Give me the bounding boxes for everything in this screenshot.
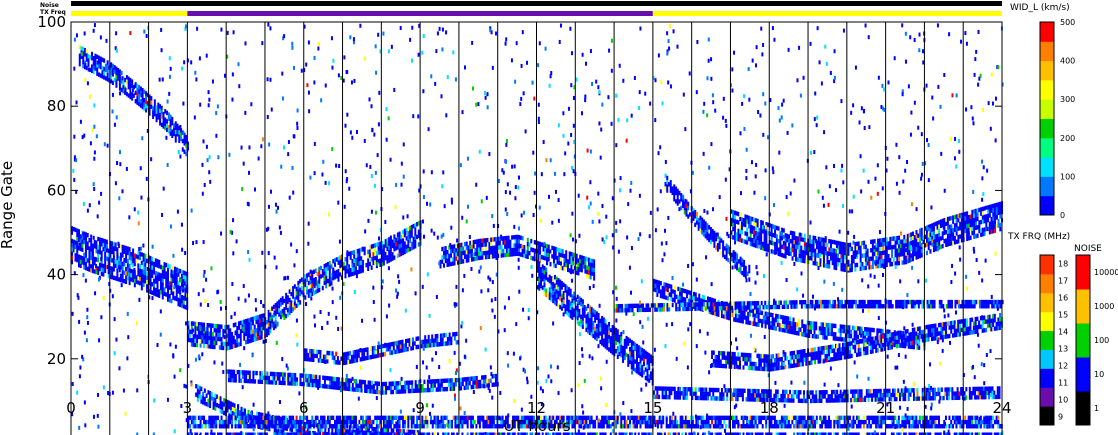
colorbar-swatch bbox=[1040, 22, 1054, 42]
txfreq-bar bbox=[71, 11, 1002, 16]
echo-band-14 bbox=[614, 299, 1004, 313]
y-axis-label: Range Gate bbox=[0, 161, 16, 249]
colorbar-swatch bbox=[1040, 157, 1054, 177]
colorbar-tick-label: 10 bbox=[1058, 396, 1068, 405]
colorbar-swatch bbox=[1040, 60, 1054, 81]
colorbar-tick-label: 13 bbox=[1058, 345, 1068, 354]
colorbar-tx-freq: TX FRQ (MHz) 9 10 11 12 13 14 15 16 17 18 bbox=[1007, 232, 1070, 426]
y-tick-label: 100 bbox=[37, 13, 66, 31]
colorbar-tick-label: 18 bbox=[1058, 260, 1068, 269]
colorbar-tick-label: 11 bbox=[1058, 379, 1068, 388]
colorbar-swatch bbox=[1076, 357, 1090, 392]
x-tick-label: 9 bbox=[415, 399, 425, 417]
echo-band-9 bbox=[187, 432, 1003, 435]
colorbar-tick-label: 16 bbox=[1058, 294, 1068, 303]
noise-bar-label: Noise bbox=[40, 2, 59, 9]
x-tick-label: 18 bbox=[760, 399, 779, 417]
echo-band-2 bbox=[187, 220, 422, 351]
x-tick-label: 6 bbox=[299, 399, 309, 417]
x-tick-label: 12 bbox=[527, 399, 546, 417]
scatter-speckle bbox=[71, 22, 1004, 435]
colorbar-frame bbox=[1039, 254, 1055, 426]
y-tick-label: 40 bbox=[47, 266, 66, 284]
colorbar-swatch bbox=[1040, 118, 1054, 139]
colorbar-swatch bbox=[1040, 406, 1054, 426]
colorbar-swatch bbox=[1040, 292, 1054, 313]
echo-band-15 bbox=[652, 386, 1001, 404]
plot-frame bbox=[70, 21, 1003, 435]
x-tick-label: 3 bbox=[183, 399, 193, 417]
colorbar-tick-label: 100 bbox=[1060, 172, 1075, 181]
colorbar-tick-label: 500 bbox=[1060, 18, 1075, 27]
colorbar-swatch bbox=[1040, 387, 1054, 407]
txfreq-segment-2 bbox=[652, 11, 1002, 16]
x-tick-label: 21 bbox=[876, 399, 895, 417]
colorbar-swatch bbox=[1076, 323, 1090, 358]
colorbar-swatch bbox=[1040, 273, 1054, 294]
echo-band-6 bbox=[439, 234, 596, 281]
colorbar-swatch bbox=[1076, 289, 1090, 324]
colorbar-tick-label: 17 bbox=[1058, 277, 1068, 286]
colorbar-velocity: WID_L (km/s) 0 100 200 300 400 500 bbox=[1010, 3, 1075, 220]
x-axis-ticks: 0 3 6 9 12 15 18 21 24 bbox=[66, 399, 1011, 417]
y-tick-label: 20 bbox=[47, 350, 66, 368]
x-tick-label: 24 bbox=[992, 399, 1011, 417]
colorbar-title: WID_L (km/s) bbox=[1010, 3, 1070, 13]
echo-band-7 bbox=[536, 259, 654, 386]
colorbar-swatch bbox=[1040, 41, 1054, 62]
colorbar-swatch bbox=[1040, 176, 1054, 197]
colorbar-title: TX FRQ (MHz) bbox=[1007, 232, 1070, 242]
colorbar-tick-label: 9 bbox=[1058, 413, 1063, 422]
y-tick-label: 60 bbox=[47, 181, 66, 199]
colorbar-tick-label: 10000 bbox=[1094, 268, 1118, 277]
colorbars: WID_L (km/s) 0 100 200 300 400 500 TX FRQ (MHz)… bbox=[1007, 3, 1118, 426]
y-tick-label: 80 bbox=[47, 97, 66, 115]
colorbar-tick-label: 300 bbox=[1060, 95, 1075, 104]
txfreq-segment-0 bbox=[71, 11, 188, 16]
colorbar-tick-label: 10 bbox=[1094, 370, 1104, 379]
colorbar-swatch bbox=[1040, 330, 1054, 350]
txfreq-bar-label: TX Freq bbox=[40, 9, 66, 16]
colorbar-tick-label: 14 bbox=[1058, 328, 1068, 337]
colorbar-tick-label: 1 bbox=[1094, 404, 1099, 413]
colorbar-swatch bbox=[1076, 255, 1090, 290]
colorbar-title: NOISE bbox=[1074, 244, 1102, 254]
colorbar-frame bbox=[1039, 21, 1055, 216]
colorbar-tick-label: 200 bbox=[1060, 134, 1075, 143]
colorbar-frame bbox=[1075, 254, 1091, 426]
colorbar-swatch bbox=[1040, 79, 1054, 100]
echo-band-5 bbox=[303, 331, 460, 366]
colorbar-swatch bbox=[1040, 311, 1054, 332]
colorbar-tick-label: 12 bbox=[1058, 362, 1068, 371]
colorbar-tick-label: 1000 bbox=[1094, 302, 1114, 311]
colorbar-swatch bbox=[1040, 255, 1054, 275]
x-tick-label: 0 bbox=[66, 399, 76, 417]
colorbar-tick-label: 100 bbox=[1094, 336, 1109, 345]
noise-bar bbox=[71, 1, 1002, 6]
colorbar-swatch bbox=[1076, 391, 1090, 426]
echo-band-1 bbox=[78, 45, 189, 157]
colorbar-tick-label: 400 bbox=[1060, 57, 1075, 66]
x-tick-label: 15 bbox=[643, 399, 662, 417]
echo-band-4 bbox=[226, 369, 499, 395]
y-axis-ticks: 0 20 40 60 80 100 bbox=[37, 13, 1002, 435]
colorbar-noise: NOISE 1 10 100 1000 10000 bbox=[1074, 244, 1118, 426]
colorbar-swatch bbox=[1040, 99, 1054, 119]
colorbar-swatch bbox=[1040, 349, 1054, 369]
plot-area: 0 3 6 9 12 15 18 21 24 0 20 40 60 80 100 bbox=[37, 13, 1012, 435]
hour-gridlines bbox=[109, 22, 964, 435]
colorbar-swatch bbox=[1040, 195, 1054, 216]
x-axis-label: UT hours bbox=[503, 417, 570, 435]
colorbar-swatch bbox=[1040, 137, 1054, 158]
colorbar-tick-label: 15 bbox=[1058, 311, 1068, 320]
colorbar-tick-label: 0 bbox=[1060, 211, 1065, 220]
echo-band-0 bbox=[71, 226, 189, 311]
txfreq-segment-1 bbox=[187, 11, 653, 16]
colorbar-swatch bbox=[1040, 368, 1054, 388]
